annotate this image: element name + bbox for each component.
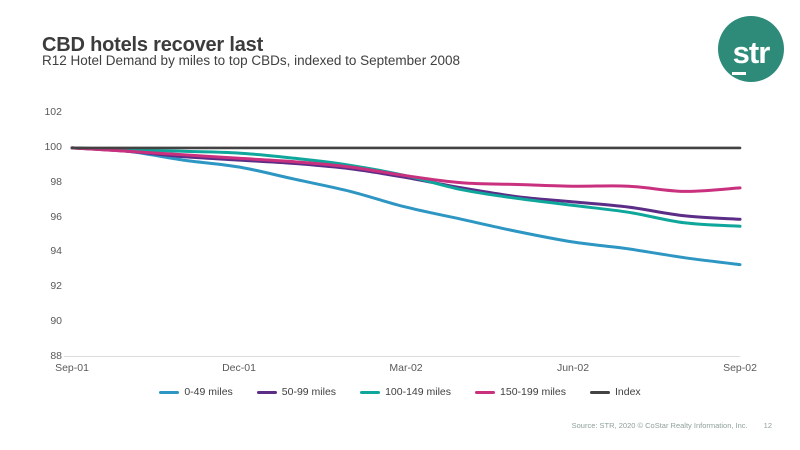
y-axis-tick-label: 96	[50, 210, 62, 223]
series-line-150-199-miles	[70, 146, 742, 193]
legend-item-50-99-miles: 50-99 miles	[256, 386, 337, 398]
legend: 0-49 miles 50-99 miles 100-149 miles 150…	[0, 386, 800, 398]
x-axis-tick-label: Mar-02	[389, 362, 423, 374]
str-logo-underline	[732, 72, 746, 75]
legend-item-150-199-miles: 150-199 miles	[475, 386, 566, 398]
y-axis-tick-label: 102	[44, 106, 62, 118]
legend-swatch-0-49-miles	[159, 390, 180, 394]
series-line-0-49-miles	[70, 146, 742, 267]
y-axis-tick-label: 94	[50, 245, 62, 258]
source-note: Source: STR, 2020 © CoStar Realty Inform…	[571, 421, 748, 430]
str-logo: str	[718, 16, 784, 82]
page-title: CBD hotels recover last	[42, 34, 264, 57]
y-axis-tick-label: 88	[50, 350, 62, 362]
legend-swatch-100-149-miles	[360, 390, 381, 394]
str-logo-text: str	[732, 35, 771, 70]
legend-swatch-50-99-miles	[256, 390, 277, 394]
legend-item-index: Index	[589, 386, 641, 398]
series-line-50-99-miles	[70, 146, 742, 221]
x-axis-line	[64, 356, 740, 357]
y-axis-tick-label: 98	[50, 175, 62, 188]
x-axis-tick-label: Sep-02	[723, 362, 757, 374]
legend-label: 150-199 miles	[500, 386, 566, 398]
x-axis-tick-label: Sep-01	[55, 362, 89, 374]
legend-swatch-index	[589, 390, 610, 394]
y-axis-tick-label: 100	[44, 140, 62, 153]
legend-label: 0-49 miles	[184, 386, 233, 398]
legend-label: 100-149 miles	[385, 386, 452, 398]
y-axis-tick-label: 90	[50, 315, 62, 328]
page-subtitle: R12 Hotel Demand by miles to top CBDs, i…	[42, 53, 460, 68]
legend-item-0-49-miles: 0-49 miles	[159, 386, 233, 398]
x-axis-tick-label: Dec-01	[222, 362, 256, 374]
x-axis-tick-label: Jun-02	[556, 362, 590, 374]
legend-swatch-150-199-miles	[475, 390, 496, 394]
footer: Source: STR, 2020 © CoStar Realty Inform…	[572, 421, 772, 430]
y-axis-tick-label: 92	[50, 280, 62, 293]
legend-label: Index	[614, 386, 641, 398]
legend-item-100-149-miles: 100-149 miles	[360, 386, 451, 398]
legend-label: 50-99 miles	[281, 386, 337, 398]
page-number: 12	[763, 421, 772, 430]
